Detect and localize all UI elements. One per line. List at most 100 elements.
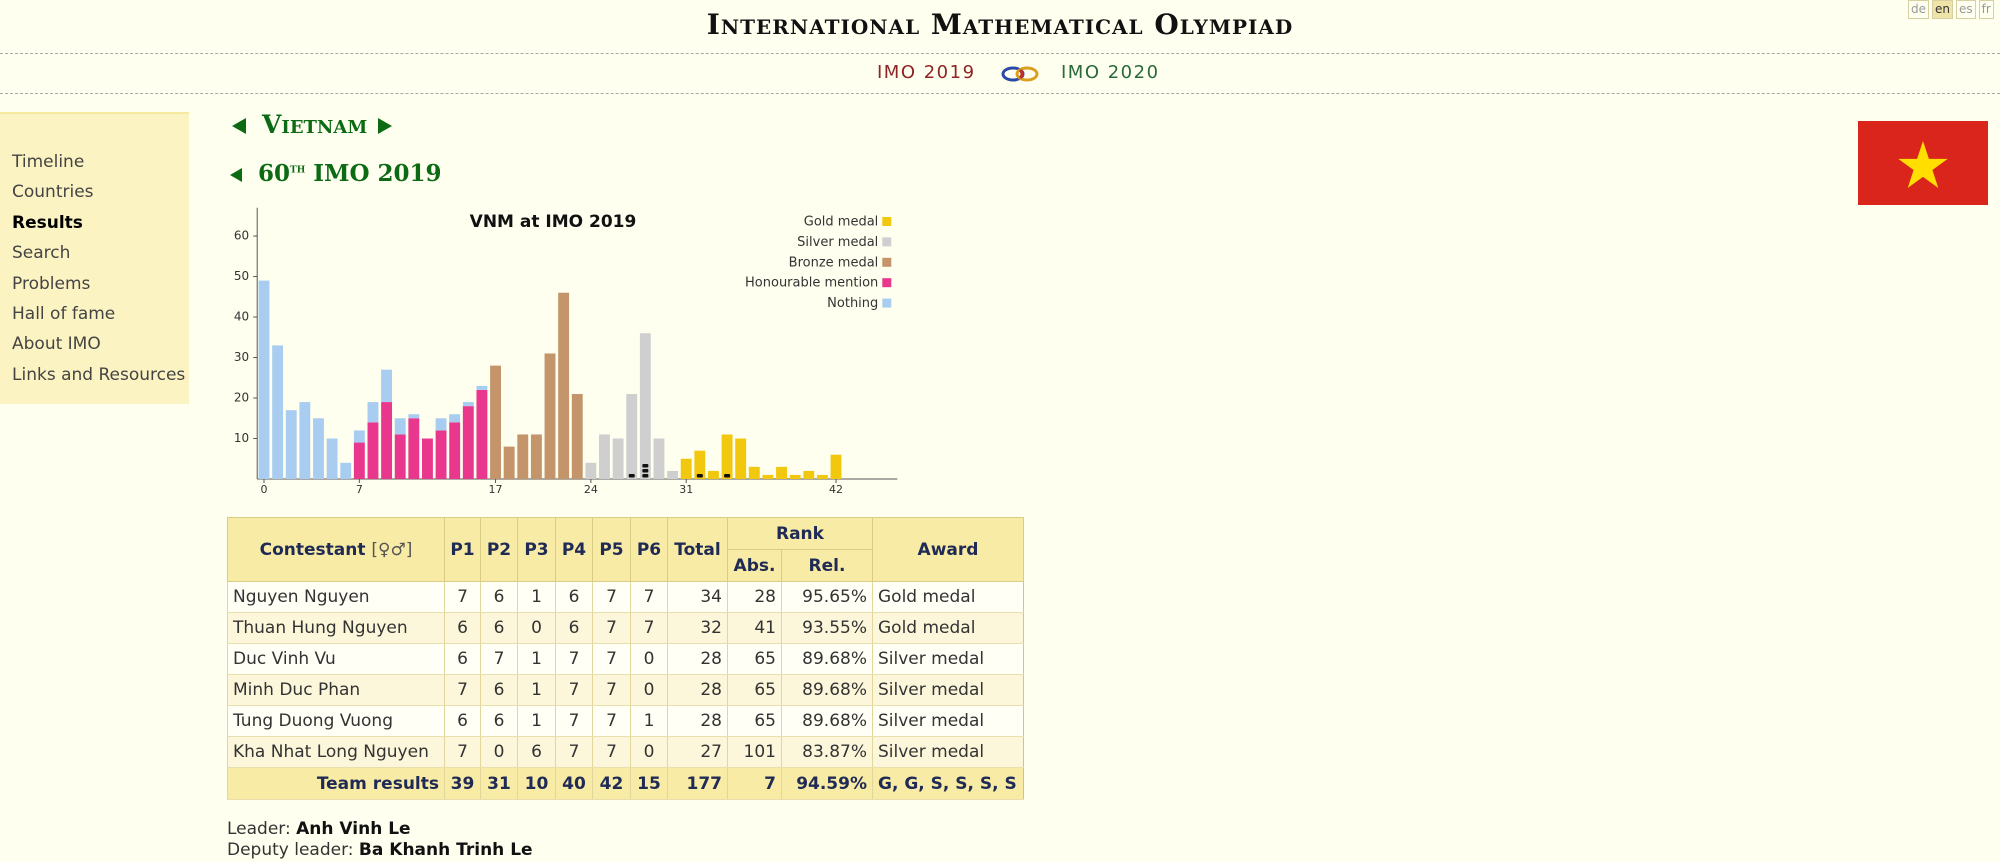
language-option[interactable]: es — [1956, 0, 1976, 19]
sidebar-link[interactable]: Links and Resources — [12, 364, 186, 385]
contestant-name[interactable]: Nguyen Nguyen — [227, 581, 445, 613]
contestant-name[interactable]: Duc Vinh Vu — [227, 643, 445, 675]
site-title[interactable]: International Mathematical Olympiad — [706, 8, 1294, 41]
next-country-arrow[interactable] — [374, 117, 394, 135]
bar — [803, 470, 815, 479]
language-option[interactable]: en — [1932, 0, 1953, 19]
bar — [530, 434, 542, 479]
deputy-label: Deputy leader: — [227, 840, 354, 860]
language-option[interactable]: de — [1908, 0, 1929, 19]
contestant-row: Tung Duong Vuong 6 6 1 7 7 1 28 65 89.68% Silver m… — [227, 705, 1024, 737]
total-score: 177 — [667, 767, 728, 800]
prev-link[interactable]: IMO 2019 — [877, 62, 976, 83]
contestant-row: Minh Duc Phan 7 6 1 7 7 0 28 65 89.68% Silver meda… — [227, 674, 1024, 706]
bar — [408, 414, 420, 419]
rank-rel: 94.59% — [781, 767, 873, 800]
contestant-row: Duc Vinh Vu 6 7 1 7 7 0 28 65 89.68% Silver medal — [227, 643, 1024, 675]
leader-label: Leader: — [227, 819, 291, 839]
rank-rel: 89.68% — [781, 643, 873, 675]
bar — [367, 402, 379, 423]
bar — [285, 410, 297, 479]
total-header[interactable]: Total — [667, 517, 728, 582]
bar — [789, 474, 801, 479]
x-tick-label: 17 — [489, 483, 503, 496]
problem-header[interactable]: P6 — [630, 517, 668, 582]
bar — [462, 406, 474, 479]
bar — [721, 434, 733, 479]
rank-abs: 41 — [727, 612, 782, 644]
award: Gold medal — [872, 581, 1024, 613]
sidebar-link[interactable]: Search — [12, 243, 71, 264]
problem-score: 7 — [555, 705, 593, 737]
problem-score: 7 — [480, 643, 518, 675]
problem-score: 0 — [630, 674, 668, 706]
sidebar-link[interactable]: Results — [12, 212, 83, 233]
rank-abs: 7 — [727, 767, 782, 800]
problem-header[interactable]: P1 — [444, 517, 481, 582]
problem-score: 0 — [480, 736, 518, 768]
sidebar-link[interactable]: Problems — [12, 273, 91, 294]
country-name: Vietnam — [262, 110, 368, 139]
bar — [612, 438, 624, 479]
problem-header[interactable]: P5 — [592, 517, 631, 582]
problem-score: 7 — [592, 643, 631, 675]
problem-score: 1 — [517, 643, 556, 675]
bar — [571, 393, 583, 479]
event-name: IMO 2019 — [313, 160, 442, 187]
y-tick-label: 40 — [234, 310, 249, 324]
legend-swatch — [882, 298, 892, 308]
results-table-wrapper: Contestant [♀♂] P1 P2 P3 P4 P5 P6 Total Rank Awar… — [227, 517, 1024, 800]
problem-score: 7 — [444, 674, 481, 706]
problem-score: 6 — [480, 674, 518, 706]
prev-event-arrow[interactable] — [228, 167, 246, 183]
contestant-marker — [642, 464, 649, 468]
problem-header[interactable]: P4 — [555, 517, 593, 582]
problem-score: 0 — [630, 643, 668, 675]
contestant-name[interactable]: Kha Nhat Long Nguyen — [227, 736, 445, 768]
bar — [449, 414, 461, 423]
header-cell: Contestant [♀♂] — [227, 517, 445, 582]
bar — [680, 458, 692, 479]
problem-score: 6 — [444, 705, 481, 737]
x-tick-label: 0 — [261, 483, 268, 496]
award-header[interactable]: Award — [872, 517, 1024, 582]
problem-score: 39 — [444, 767, 481, 800]
bar — [421, 438, 433, 479]
problem-header[interactable]: P3 — [517, 517, 556, 582]
next-link[interactable]: IMO 2020 — [1061, 62, 1160, 83]
bar — [490, 365, 501, 479]
sidebar-link[interactable]: Timeline — [12, 152, 85, 172]
problem-header[interactable]: P2 — [480, 517, 518, 582]
sidebar-link[interactable]: Hall of fame — [12, 304, 116, 324]
contestant-name[interactable]: Tung Duong Vuong — [227, 705, 445, 737]
award: Silver medal — [872, 705, 1024, 737]
contestant-marker — [642, 469, 649, 473]
sidebar-link[interactable]: Countries — [12, 182, 94, 203]
bar — [735, 438, 747, 479]
contestant-header[interactable]: Contestant — [259, 539, 366, 560]
event-heading: 60th IMO 2019 — [258, 160, 442, 187]
bar — [435, 418, 447, 431]
gender-toggle[interactable]: [♀♂] — [371, 539, 413, 560]
problem-score: 7 — [630, 612, 668, 644]
bar — [707, 470, 719, 479]
prev-country-arrow[interactable] — [230, 117, 250, 135]
bar — [462, 402, 474, 407]
sidebar-link[interactable]: About IMO — [12, 334, 101, 355]
problem-score: 0 — [630, 736, 668, 768]
contestant-row: Thuan Hung Nguyen 6 6 0 6 7 7 32 41 93.55% Gold me… — [227, 612, 1024, 644]
bar — [340, 462, 352, 479]
contestant-name[interactable]: Thuan Hung Nguyen — [227, 612, 445, 644]
legend-label: Nothing — [827, 296, 878, 311]
bar — [272, 345, 284, 479]
bar — [449, 422, 461, 479]
legend-swatch — [882, 278, 892, 288]
language-option[interactable]: fr — [1978, 0, 1994, 19]
problem-score: 1 — [517, 581, 556, 613]
contestant-name[interactable]: Minh Duc Phan — [227, 674, 445, 706]
bar — [408, 418, 420, 479]
rank-rel-header[interactable]: Rel. — [781, 549, 873, 582]
rank-abs-header[interactable]: Abs. — [727, 549, 782, 582]
bar — [313, 418, 324, 479]
team-row: Team results 39 31 10 40 42 15 177 7 94.59% G, G, … — [227, 767, 1024, 800]
